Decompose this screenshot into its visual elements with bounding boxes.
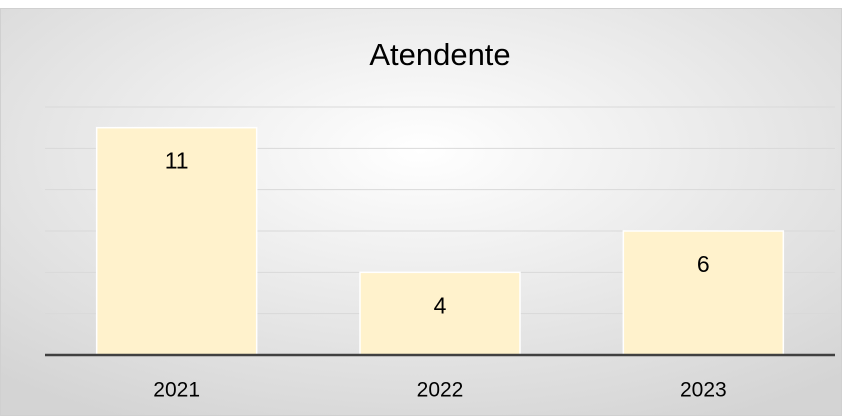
- chart-title: Atendente: [369, 37, 510, 72]
- x-tick-label: 2021: [153, 379, 200, 402]
- bar: [95, 126, 258, 356]
- bar: [359, 271, 521, 356]
- data-label: 6: [697, 251, 710, 277]
- bar: [622, 230, 785, 356]
- data-label: 11: [165, 148, 189, 174]
- x-tick-label: 2022: [417, 379, 464, 402]
- data-label: 4: [434, 292, 447, 318]
- x-tick-label: 2023: [680, 379, 727, 402]
